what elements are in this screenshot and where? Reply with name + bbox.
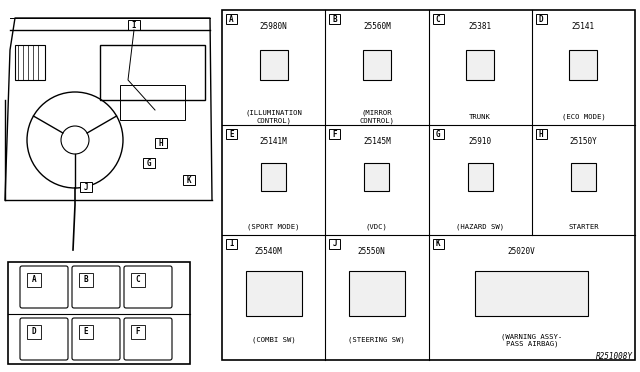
Text: D: D (32, 327, 36, 337)
Bar (27, 325, 41, 339)
Text: B: B (84, 276, 88, 285)
Text: (WARNING ASSY-
PASS AIRBAG): (WARNING ASSY- PASS AIRBAG) (501, 333, 563, 347)
Text: 25141M: 25141M (260, 137, 287, 145)
Text: G: G (147, 158, 151, 167)
Bar (363, 50, 391, 80)
Bar (131, 273, 145, 287)
Bar (466, 50, 494, 80)
FancyBboxPatch shape (124, 266, 172, 308)
Bar (80, 182, 92, 192)
Text: 25145M: 25145M (363, 137, 391, 145)
Bar (79, 325, 93, 339)
Text: F: F (136, 327, 140, 337)
Bar (329, 239, 340, 249)
Bar (120, 85, 185, 120)
Bar (364, 163, 389, 191)
Text: C: C (136, 276, 140, 285)
Bar (433, 129, 444, 139)
FancyBboxPatch shape (72, 318, 120, 360)
FancyBboxPatch shape (124, 318, 172, 360)
Text: E: E (229, 129, 234, 138)
Bar (100, 45, 205, 100)
Bar (27, 273, 41, 287)
Bar (571, 163, 596, 191)
Bar (226, 14, 237, 24)
Bar (261, 163, 286, 191)
Text: I: I (132, 20, 136, 29)
Text: 25381: 25381 (468, 22, 492, 31)
Text: R251008Y: R251008Y (596, 352, 633, 361)
Bar (226, 239, 237, 249)
Text: (ECO MODE): (ECO MODE) (561, 114, 605, 120)
Text: F: F (332, 129, 337, 138)
Text: K: K (436, 240, 440, 248)
Text: 25560M: 25560M (363, 22, 391, 31)
Bar (476, 270, 588, 315)
Bar (536, 14, 547, 24)
Text: (HAZARD SW): (HAZARD SW) (456, 224, 504, 230)
FancyBboxPatch shape (72, 266, 120, 308)
Text: 25540M: 25540M (255, 247, 282, 256)
Bar (143, 158, 155, 168)
Bar (128, 20, 140, 30)
Text: 25150Y: 25150Y (570, 137, 597, 145)
Bar (349, 270, 405, 315)
Text: C: C (436, 15, 440, 23)
Text: (MIRROR
CONTROL): (MIRROR CONTROL) (360, 110, 394, 124)
Bar (226, 129, 237, 139)
Bar (222, 10, 635, 360)
Text: I: I (229, 240, 234, 248)
Bar (570, 50, 597, 80)
FancyBboxPatch shape (20, 318, 68, 360)
Text: D: D (539, 15, 543, 23)
Text: 25910: 25910 (468, 137, 492, 145)
Text: (COMBI SW): (COMBI SW) (252, 337, 296, 343)
Bar (131, 325, 145, 339)
Text: (VDC): (VDC) (366, 224, 388, 230)
Bar (79, 273, 93, 287)
Bar (433, 239, 444, 249)
Text: 25141: 25141 (572, 22, 595, 31)
Bar (329, 14, 340, 24)
Text: B: B (332, 15, 337, 23)
Text: K: K (187, 176, 191, 185)
Text: STARTER: STARTER (568, 224, 598, 230)
Bar (15, 45, 45, 80)
Text: TRUNK: TRUNK (469, 114, 491, 120)
Text: (SPORT MODE): (SPORT MODE) (248, 224, 300, 230)
Text: (ILLUMINATION
CONTROL): (ILLUMINATION CONTROL) (245, 110, 302, 124)
Bar (155, 138, 167, 148)
Bar (260, 50, 287, 80)
Text: J: J (84, 183, 88, 192)
Bar (8, 262, 190, 364)
FancyBboxPatch shape (20, 266, 68, 308)
Text: H: H (539, 129, 543, 138)
Text: A: A (229, 15, 234, 23)
Bar (536, 129, 547, 139)
Text: A: A (32, 276, 36, 285)
Bar (329, 129, 340, 139)
Bar (433, 14, 444, 24)
Text: E: E (84, 327, 88, 337)
Text: 25550N: 25550N (358, 247, 385, 256)
Bar (183, 175, 195, 185)
Text: 25980N: 25980N (260, 22, 287, 31)
Bar (246, 270, 301, 315)
Bar (468, 163, 493, 191)
Text: G: G (436, 129, 440, 138)
Text: 25020V: 25020V (508, 247, 535, 256)
Text: J: J (332, 240, 337, 248)
Bar (5, 8, 213, 263)
Text: H: H (159, 138, 163, 148)
Text: (STEERING SW): (STEERING SW) (348, 337, 405, 343)
